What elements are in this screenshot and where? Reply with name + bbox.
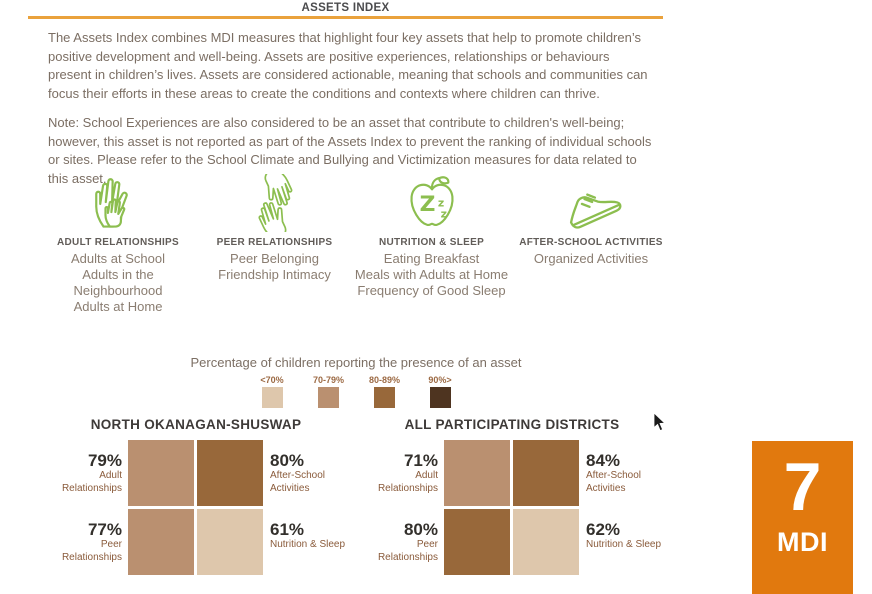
asset-legend: Percentage of children reporting the pre… [0, 355, 712, 408]
quadrant-cell-nutrition-sleep [197, 509, 263, 575]
title-rule [28, 16, 663, 19]
measure: Frequency of Good Sleep [357, 283, 506, 298]
apple-sleep-icon: Z z z [353, 172, 510, 232]
stat-value: 80% [403, 520, 438, 539]
quadrant-cell-adult-relationships [444, 440, 510, 506]
asset-title: ADULT RELATIONSHIPS [57, 237, 179, 248]
measure: Adults at Home [73, 299, 163, 314]
stat-after-school-activities: 84% After-School Activities [586, 440, 668, 509]
stat-label: Adult Relationships [377, 470, 438, 494]
legend-bin: 70-79% [313, 375, 345, 408]
chart-right-labels: 80% After-School Activities 61% Nutritio… [263, 440, 352, 578]
legend-bin-label: 70-79% [313, 375, 345, 385]
asset-after-school-activities: AFTER-SCHOOL ACTIVITIES Organized Activi… [510, 172, 672, 315]
legend-bin: 80-89% [369, 375, 401, 408]
chart-title: ALL PARTICIPATING DISTRICTS [404, 417, 620, 432]
measure: Peer Belonging [230, 251, 319, 266]
measure: Adults in the Neighbourhood [73, 267, 163, 298]
quadrant-cell-peer-relationships [444, 509, 510, 575]
measure: Eating Breakfast [383, 251, 480, 266]
quadrant-cell-adult-relationships [128, 440, 194, 506]
svg-text:z: z [437, 197, 443, 210]
stat-adult-relationships: 79% Adult Relationships [40, 440, 122, 509]
chart-right-labels: 84% After-School Activities 62% Nutritio… [579, 440, 668, 578]
intro-text: The Assets Index combines MDI measures t… [48, 29, 656, 199]
mdi-page-number: 7 [783, 449, 822, 525]
stat-value: 80% [270, 451, 305, 470]
stat-value: 71% [403, 451, 438, 470]
legend-swatch [317, 387, 339, 408]
stat-value: 62% [586, 520, 621, 539]
stat-label: After-School Activities [586, 470, 642, 494]
legend-swatch [373, 387, 395, 408]
asset-peer-relationships: PEER RELATIONSHIPS Peer Belonging Friend… [196, 172, 353, 315]
reaching-hands-icon [196, 172, 353, 232]
quadrant-cell-peer-relationships [128, 509, 194, 575]
page-title: ASSETS INDEX [301, 2, 390, 14]
asset-measures: Peer Belonging Friendship Intimacy [196, 251, 353, 283]
svg-text:z: z [440, 208, 446, 221]
stat-value: 79% [87, 451, 122, 470]
quadrant-cell-after-school-activities [513, 440, 579, 506]
note-paragraph: Note: School Experiences are also consid… [48, 115, 652, 186]
stat-value: 84% [586, 451, 621, 470]
running-shoe-icon [510, 172, 672, 232]
legend-bin-label: 80-89% [369, 375, 401, 385]
stat-label: Nutrition & Sleep [270, 539, 346, 550]
quadrant-cell-nutrition-sleep [513, 509, 579, 575]
asset-title: AFTER-SCHOOL ACTIVITIES [519, 237, 663, 248]
legend-bin-label: <70% [260, 375, 284, 385]
asset-nutrition-sleep: Z z z NUTRITION & SLEEP Eating Breakfast… [353, 172, 510, 315]
chart-north-okanagan-shuswap: NORTH OKANAGAN-SHUSWAP 79% Adult Relatio… [40, 417, 352, 578]
stat-label: Nutrition & Sleep [586, 539, 662, 550]
stat-label: Adult Relationships [61, 470, 122, 494]
legend-bin: 90%> [425, 375, 455, 408]
stat-label: Peer Relationships [377, 539, 438, 563]
legend-bin-label: 90%> [428, 375, 452, 385]
stat-adult-relationships: 71% Adult Relationships [356, 440, 438, 509]
quadrant-grid [444, 440, 579, 578]
chart-title: NORTH OKANAGAN-SHUSWAP [90, 417, 302, 432]
mdi-label: MDI [777, 527, 828, 557]
legend-bin: <70% [257, 375, 287, 408]
asset-measures: Adults at School Adults in the Neighbour… [58, 251, 178, 315]
stat-label: Peer Relationships [61, 539, 122, 563]
asset-title: NUTRITION & SLEEP [378, 237, 485, 248]
chart-left-labels: 71% Adult Relationships 80% Peer Relatio… [356, 440, 444, 578]
asset-adult-relationships: ADULT RELATIONSHIPS Adults at School Adu… [40, 172, 196, 315]
svg-text:Z: Z [419, 192, 435, 217]
measure: Adults at School [71, 251, 165, 266]
measure: Organized Activities [533, 251, 649, 266]
stat-after-school-activities: 80% After-School Activities [270, 440, 352, 509]
stat-nutrition-sleep: 61% Nutrition & Sleep [270, 509, 352, 578]
legend-swatch [261, 387, 283, 408]
stat-peer-relationships: 80% Peer Relationships [356, 509, 438, 578]
mouse-cursor-icon [653, 412, 667, 438]
stat-nutrition-sleep: 62% Nutrition & Sleep [586, 509, 668, 578]
chart-all-participating-districts: ALL PARTICIPATING DISTRICTS 71% Adult Re… [356, 417, 668, 578]
mdi-page-badge: 7 MDI [752, 441, 853, 594]
measure: Friendship Intimacy [218, 267, 331, 282]
stat-label: After-School Activities [270, 470, 326, 494]
stat-value: 61% [270, 520, 305, 539]
quadrant-grid [128, 440, 263, 578]
chart-left-labels: 79% Adult Relationships 77% Peer Relatio… [40, 440, 128, 578]
asset-measures: Organized Activities [510, 251, 672, 267]
hand-on-hand-icon [40, 172, 196, 232]
asset-title: PEER RELATIONSHIPS [216, 237, 333, 248]
intro-paragraph: The Assets Index combines MDI measures t… [48, 30, 648, 101]
asset-measures: Eating Breakfast Meals with Adults at Ho… [355, 251, 509, 299]
legend-bins: <70% 70-79% 80-89% 90%> [0, 375, 712, 408]
assets-row: ADULT RELATIONSHIPS Adults at School Adu… [40, 172, 672, 315]
stat-value: 77% [87, 520, 122, 539]
legend-swatch [429, 387, 451, 408]
stat-peer-relationships: 77% Peer Relationships [40, 509, 122, 578]
measure: Meals with Adults at Home [354, 267, 509, 282]
quadrant-cell-after-school-activities [197, 440, 263, 506]
legend-title: Percentage of children reporting the pre… [190, 355, 522, 370]
